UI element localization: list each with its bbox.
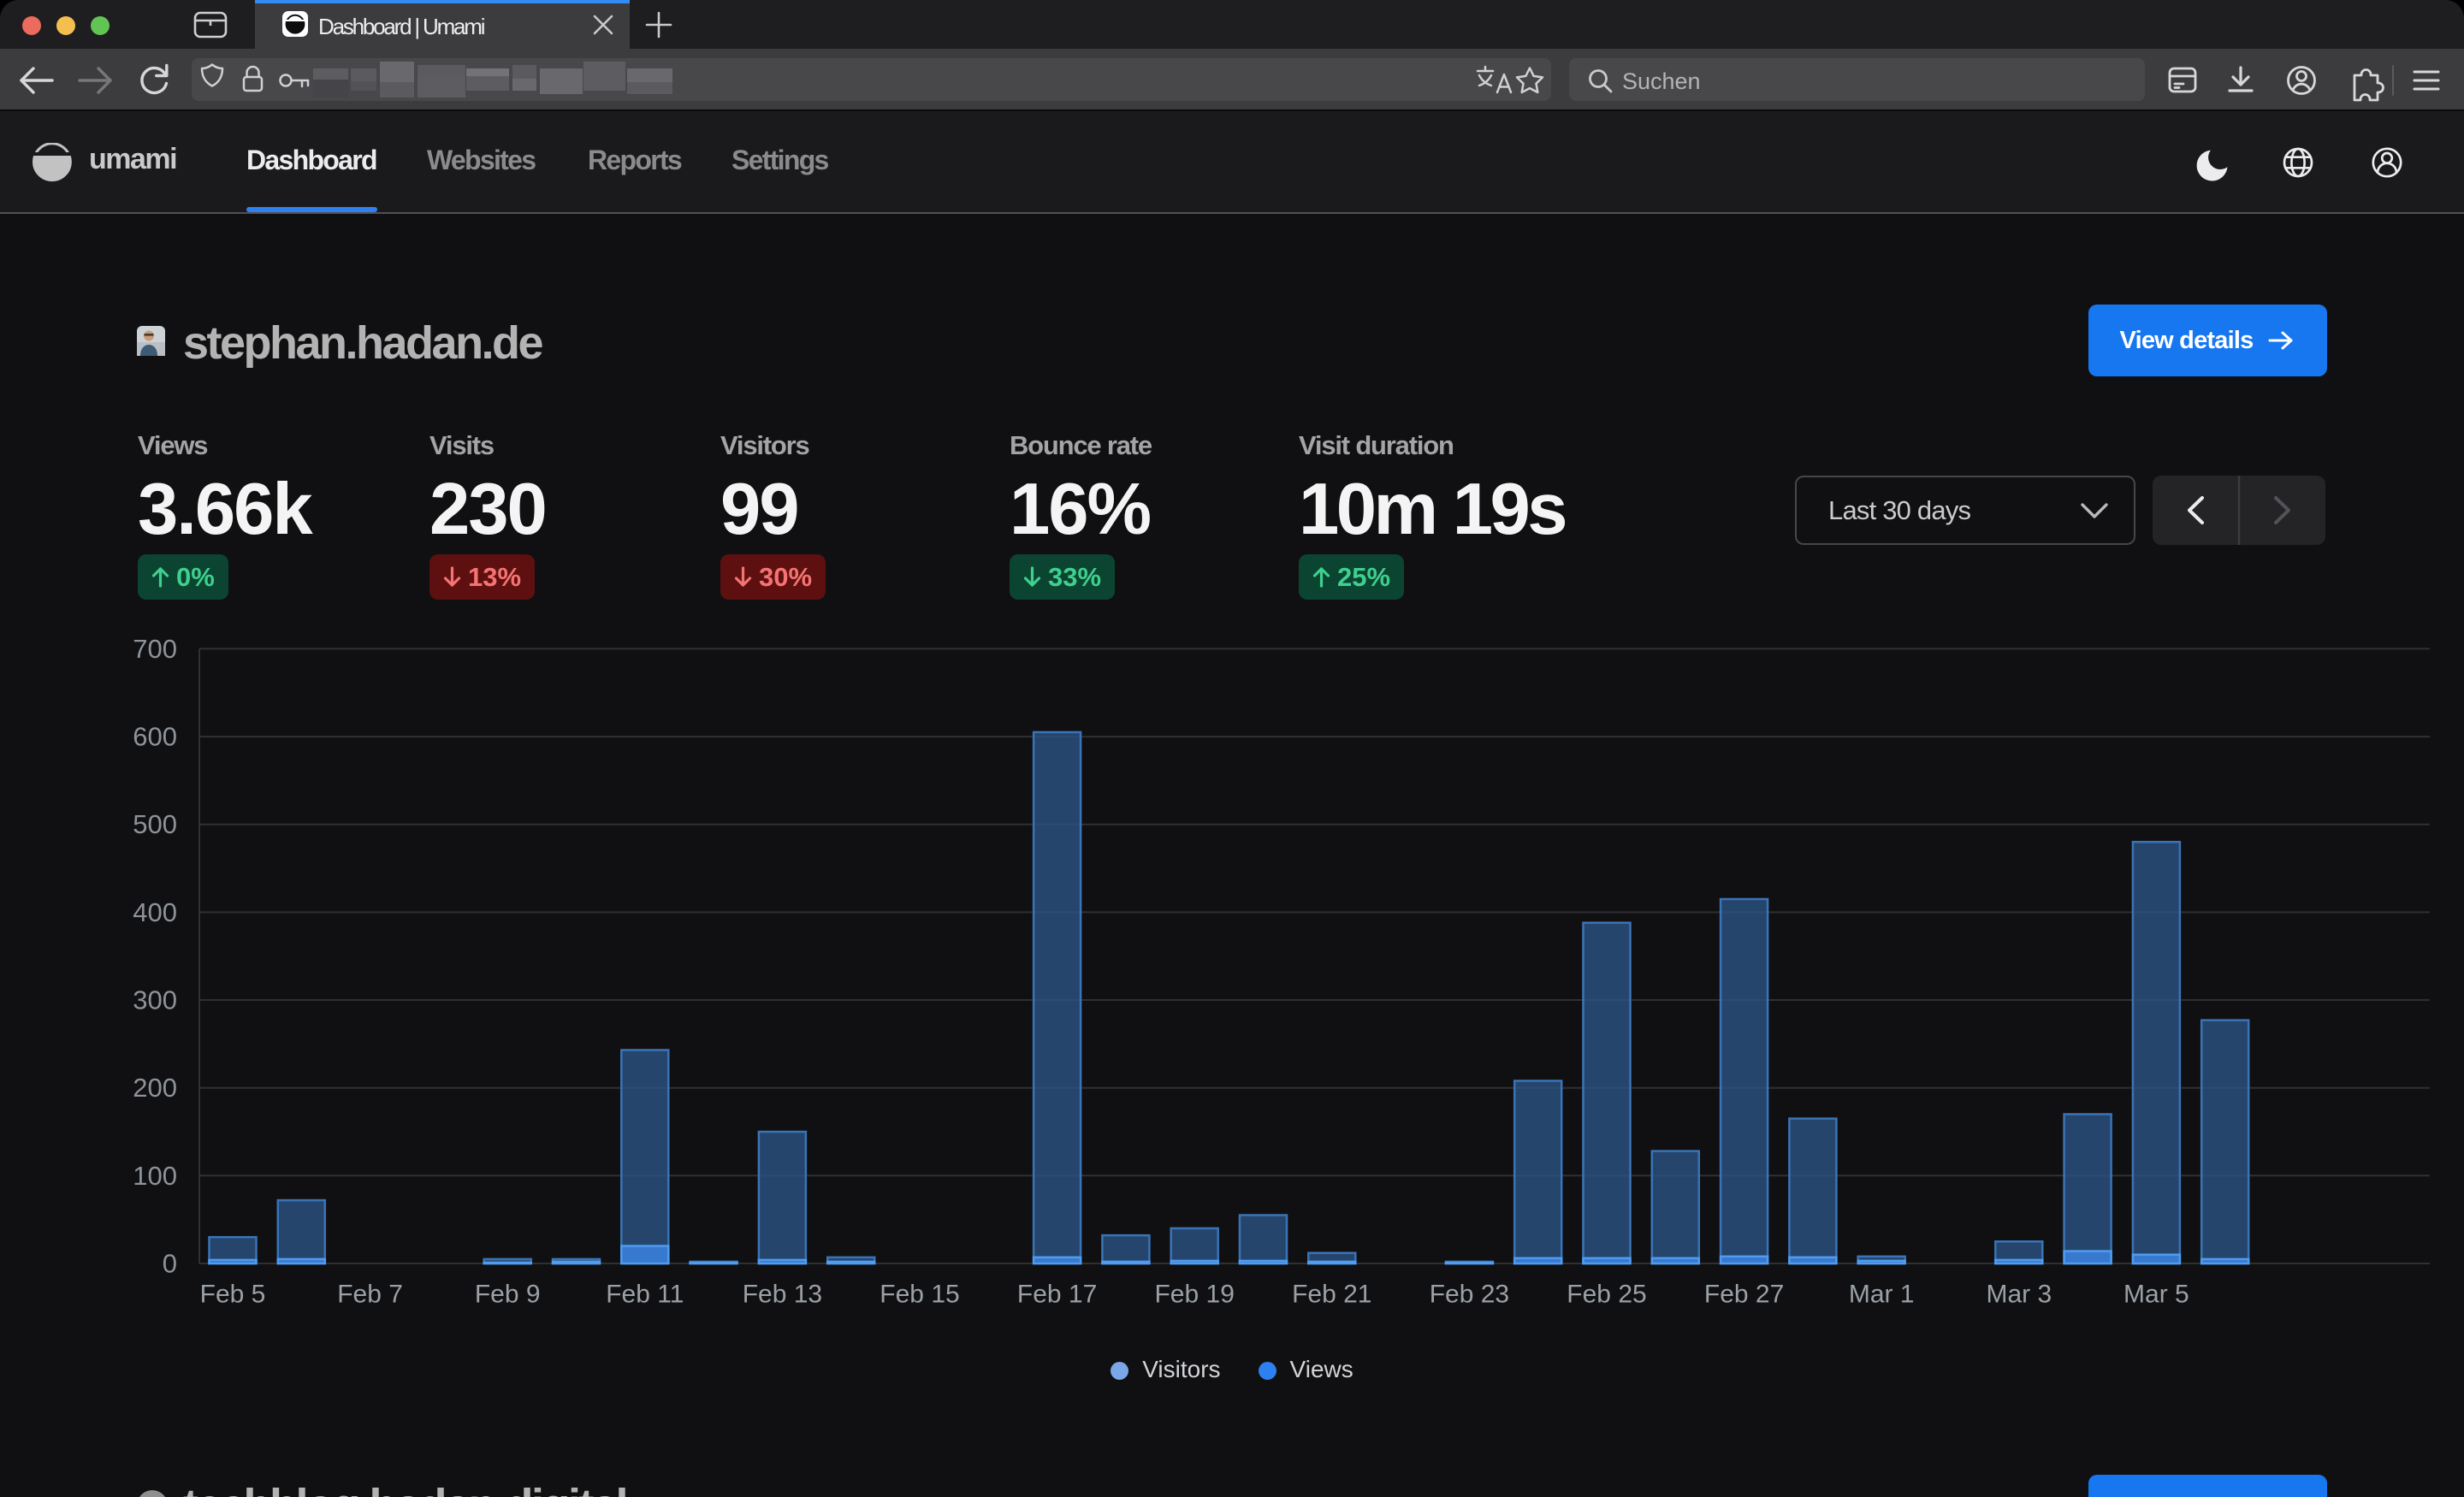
svg-text:Mar 5: Mar 5: [2123, 1281, 2189, 1309]
svg-text:Feb 13: Feb 13: [743, 1281, 822, 1309]
svg-text:Feb 5: Feb 5: [200, 1281, 266, 1309]
svg-text:300: 300: [133, 985, 177, 1015]
svg-text:Mar 1: Mar 1: [1849, 1281, 1915, 1309]
svg-text:0: 0: [163, 1249, 177, 1279]
svg-text:Feb 21: Feb 21: [1292, 1281, 1371, 1309]
svg-text:600: 600: [133, 722, 177, 752]
svg-text:Feb 23: Feb 23: [1430, 1281, 1509, 1309]
svg-text:500: 500: [133, 809, 177, 839]
svg-text:Feb 25: Feb 25: [1567, 1281, 1646, 1309]
svg-text:400: 400: [133, 897, 177, 927]
svg-text:Feb 9: Feb 9: [475, 1281, 541, 1309]
svg-text:700: 700: [133, 634, 177, 664]
svg-text:Feb 19: Feb 19: [1154, 1281, 1234, 1309]
svg-text:Mar 3: Mar 3: [1986, 1281, 2052, 1309]
svg-text:Feb 11: Feb 11: [606, 1281, 684, 1309]
svg-text:Feb 7: Feb 7: [337, 1281, 403, 1309]
svg-text:Feb 17: Feb 17: [1017, 1281, 1097, 1309]
svg-text:Feb 27: Feb 27: [1704, 1281, 1784, 1309]
svg-text:200: 200: [133, 1073, 177, 1103]
svg-text:Feb 15: Feb 15: [880, 1281, 959, 1309]
svg-text:100: 100: [133, 1161, 177, 1191]
